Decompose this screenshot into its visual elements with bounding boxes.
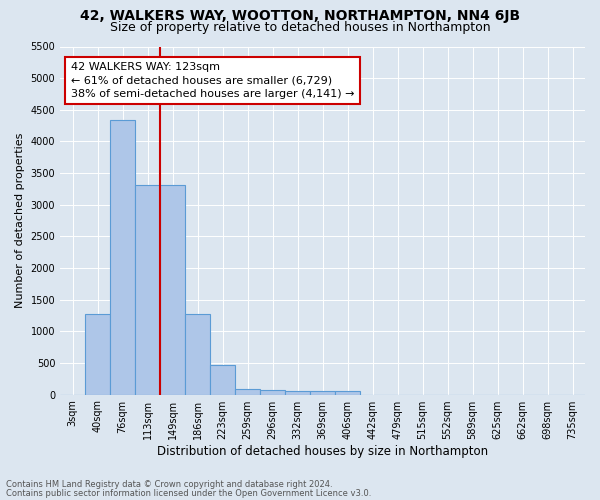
Text: Contains HM Land Registry data © Crown copyright and database right 2024.: Contains HM Land Registry data © Crown c… <box>6 480 332 489</box>
Text: Size of property relative to detached houses in Northampton: Size of property relative to detached ho… <box>110 22 490 35</box>
Bar <box>285 391 310 394</box>
Bar <box>185 314 210 394</box>
Text: 42, WALKERS WAY, WOOTTON, NORTHAMPTON, NN4 6JB: 42, WALKERS WAY, WOOTTON, NORTHAMPTON, N… <box>80 9 520 23</box>
Bar <box>160 185 185 394</box>
Bar <box>110 120 135 394</box>
Bar <box>235 388 260 394</box>
X-axis label: Distribution of detached houses by size in Northampton: Distribution of detached houses by size … <box>157 444 488 458</box>
Text: 42 WALKERS WAY: 123sqm
← 61% of detached houses are smaller (6,729)
38% of semi-: 42 WALKERS WAY: 123sqm ← 61% of detached… <box>71 62 354 98</box>
Text: Contains public sector information licensed under the Open Government Licence v3: Contains public sector information licen… <box>6 489 371 498</box>
Bar <box>210 364 235 394</box>
Bar <box>135 185 160 394</box>
Bar <box>310 391 335 394</box>
Y-axis label: Number of detached properties: Number of detached properties <box>15 133 25 308</box>
Bar <box>85 314 110 394</box>
Bar <box>260 390 285 394</box>
Bar <box>335 391 360 394</box>
